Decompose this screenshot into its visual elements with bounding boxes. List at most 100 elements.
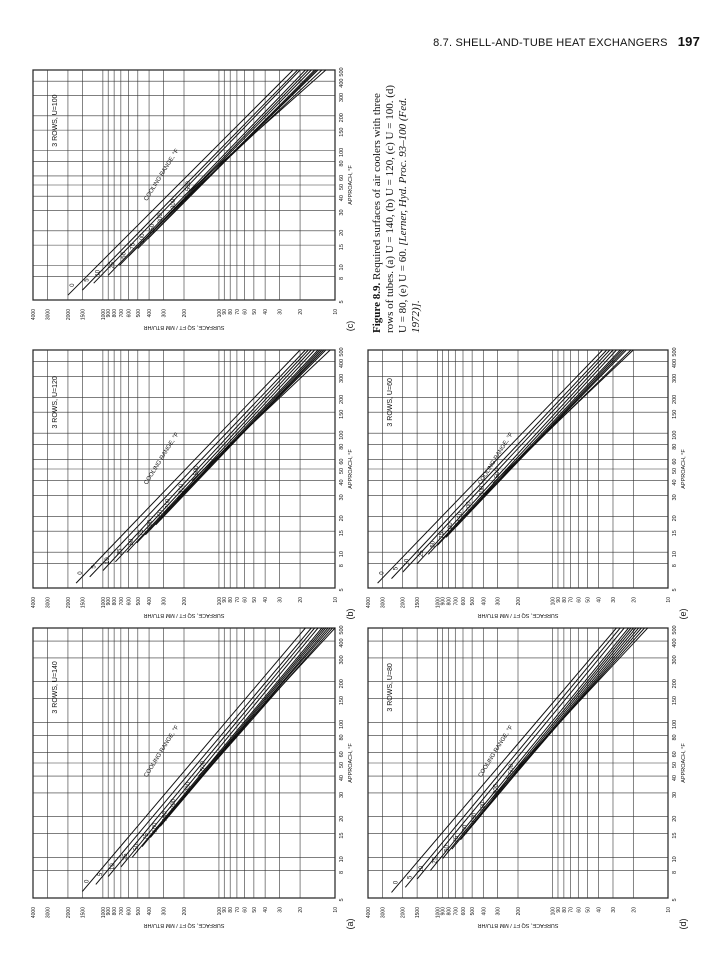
x-tick-label: 100 (339, 148, 345, 157)
series-label-50: 50 (121, 251, 127, 258)
series-line-5 (391, 349, 608, 579)
series-line-50 (126, 349, 315, 553)
series-line-25 (416, 349, 614, 565)
x-tick-label: 30 (339, 792, 345, 798)
y-tick-label: 50 (252, 597, 258, 603)
y-tick-label: 400 (481, 907, 487, 916)
y-tick-label: 1000 (101, 907, 107, 918)
y-tick-label: 1000 (435, 597, 441, 608)
series-label-300: 300 (479, 485, 485, 496)
series-line-0 (75, 349, 301, 584)
y-axis-label: SURFACE, SQ FT / MM BTU/HR (144, 612, 225, 618)
series-label-0: 0 (70, 283, 76, 287)
y-tick-label: 1500 (80, 907, 86, 918)
x-tick-label: 10 (672, 856, 678, 862)
x-tick-label: 150 (672, 410, 678, 419)
series-label-25: 25 (419, 550, 425, 557)
x-tick-label: 30 (672, 792, 678, 798)
y-tick-label: 4000 (366, 907, 372, 918)
y-axis-label: SURFACE, SQ FT / MM BTU/HR (478, 612, 559, 618)
x-tick-label: 150 (339, 696, 345, 705)
y-tick-label: 400 (147, 907, 153, 916)
y-tick-label: 300 (496, 907, 502, 916)
series-label-0: 0 (78, 571, 84, 575)
y-tick-label: 40 (597, 597, 603, 603)
page-number: 197 (677, 34, 700, 49)
y-tick-label: 30 (278, 907, 284, 913)
panel-letter: (b) (345, 608, 355, 619)
y-tick-label: 60 (243, 309, 249, 315)
series-label-100: 100 (448, 522, 454, 533)
series-line-0 (67, 69, 294, 296)
series-label-10: 10 (105, 557, 111, 564)
y-tick-label: 20 (298, 597, 304, 603)
y-tick-label: 10 (333, 597, 339, 603)
y-tick-label: 90 (556, 907, 562, 913)
series-line-50 (131, 627, 323, 858)
series-line-500 (191, 349, 331, 481)
x-tick-label: 10 (672, 551, 678, 557)
x-axis-label: APPROACH, °F (348, 449, 354, 489)
series-label-100: 100 (463, 824, 469, 835)
x-tick-label: 500 (339, 67, 345, 76)
x-axis-label: APPROACH, °F (681, 449, 687, 489)
y-tick-label: 70 (235, 309, 241, 315)
x-tick-label: 100 (339, 431, 345, 440)
y-tick-label: 100 (551, 907, 557, 916)
y-tick-label: 100 (217, 309, 223, 318)
series-label-0: 0 (380, 571, 386, 575)
y-tick-label: 700 (119, 907, 125, 916)
x-tick-label: 200 (339, 113, 345, 122)
y-tick-label: 70 (235, 907, 241, 913)
series-line-5 (404, 627, 621, 888)
series-label-200: 200 (171, 798, 177, 809)
series-label-10: 10 (96, 269, 102, 276)
series-label-25: 25 (432, 856, 438, 863)
y-tick-label: 90 (222, 309, 228, 315)
x-tick-label: 150 (339, 410, 345, 419)
y-tick-label: 80 (228, 597, 234, 603)
x-tick-label: 30 (339, 209, 345, 215)
x-tick-label: 30 (672, 494, 678, 500)
chart-title: 3 ROWS, U=80 (387, 663, 394, 712)
x-tick-label: 50 (672, 468, 678, 474)
x-axis-label: APPROACH, °F (348, 743, 354, 783)
series-label-150: 150 (458, 511, 464, 522)
x-tick-label: 15 (339, 244, 345, 250)
series-label-200: 200 (158, 213, 164, 224)
series-label-100: 100 (140, 233, 146, 244)
y-tick-label: 70 (569, 597, 575, 603)
y-tick-label: 60 (576, 907, 582, 913)
x-tick-label: 500 (672, 625, 678, 634)
x-tick-label: 60 (339, 175, 345, 181)
y-tick-label: 10 (666, 907, 672, 913)
y-tick-label: 80 (228, 907, 234, 913)
y-tick-label: 900 (106, 309, 112, 318)
x-tick-label: 300 (672, 655, 678, 664)
series-label-300: 300 (171, 198, 177, 209)
x-tick-label: 300 (339, 93, 345, 102)
series-line-300 (183, 627, 333, 798)
x-tick-label: 400 (672, 638, 678, 647)
y-tick-label: 60 (243, 597, 249, 603)
x-tick-label: 60 (339, 459, 345, 465)
series-line-25 (430, 627, 629, 871)
x-tick-label: 8 (672, 871, 678, 874)
y-tick-label: 40 (263, 907, 269, 913)
series-label-200: 200 (481, 801, 487, 812)
y-tick-label: 300 (162, 597, 168, 606)
series-line-5 (89, 349, 306, 578)
y-tick-label: 400 (481, 597, 487, 606)
series-label-300: 300 (186, 781, 192, 792)
series-line-50 (427, 349, 617, 555)
x-tick-label: 400 (339, 359, 345, 368)
y-tick-label: 10 (333, 907, 339, 913)
y-tick-label: 300 (496, 597, 502, 606)
x-tick-label: 300 (339, 655, 345, 664)
series-line-25 (107, 69, 306, 276)
y-tick-label: 90 (222, 597, 228, 603)
y-tick-label: 10 (333, 309, 339, 315)
y-tick-label: 3000 (46, 907, 52, 918)
series-label-150: 150 (162, 811, 168, 822)
y-tick-label: 2000 (66, 907, 72, 918)
